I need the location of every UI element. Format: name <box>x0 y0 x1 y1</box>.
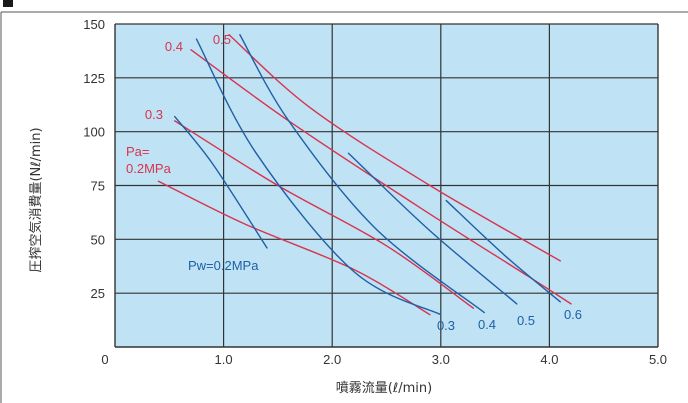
series-line-pw-7 <box>347 152 518 305</box>
series-label-pa: 0.4 <box>165 39 183 54</box>
y-tick-label: 75 <box>91 179 105 194</box>
y-tick-label: 150 <box>83 17 105 32</box>
y-tick-label: 125 <box>83 71 105 86</box>
x-axis-title: 噴霧流量(ℓ/min) <box>336 381 432 396</box>
x-tick-label: 5.0 <box>649 352 667 367</box>
y-tick-label: 50 <box>91 232 105 247</box>
series-line-pw-6 <box>239 34 485 314</box>
series-label-pw: Pw=0.2MPa <box>188 258 259 273</box>
series-label-pw: 0.5 <box>517 313 535 328</box>
series-label-pa: 0.3 <box>145 107 163 122</box>
series-line-pw-5 <box>195 38 442 316</box>
x-tick-label: 2.0 <box>323 352 341 367</box>
series-line-pw-8 <box>445 199 561 303</box>
y-axis-title: 圧搾空気消費量(Nℓ/min) <box>28 127 44 272</box>
series-label-pa: 0.2MPa <box>126 161 172 176</box>
series-line-pw-4 <box>174 115 268 249</box>
x-tick-labels: 0 1.0 2.0 3.0 4.0 5.0 <box>101 352 667 367</box>
series-label-pa: Pa= <box>126 144 150 159</box>
series-label-pw: 0.3 <box>437 318 455 333</box>
x-tick-label: 4.0 <box>540 352 558 367</box>
series-label-pa: 0.5 <box>213 32 231 47</box>
y-tick-label: 100 <box>83 125 105 140</box>
series-line-pa-1 <box>174 120 475 309</box>
series-label-pw: 0.4 <box>478 317 496 332</box>
series-line-pa-3 <box>228 34 561 262</box>
y-tick-labels: 25 50 75 100 125 150 <box>83 17 105 301</box>
x-tick-label: 3.0 <box>432 352 450 367</box>
x-tick-label: 0 <box>101 352 108 367</box>
series-line-pa-0 <box>157 180 431 316</box>
x-tick-label: 1.0 <box>215 352 233 367</box>
header-marker-icon <box>3 0 13 7</box>
series-labels: Pa= 0.2MPa 0.3 0.4 0.5 Pw=0.2MPa 0.3 0.4 0.5 0.6 <box>126 32 582 333</box>
series-label-pw: 0.6 <box>564 307 582 322</box>
y-tick-label: 25 <box>91 286 105 301</box>
series-lines <box>157 34 572 316</box>
